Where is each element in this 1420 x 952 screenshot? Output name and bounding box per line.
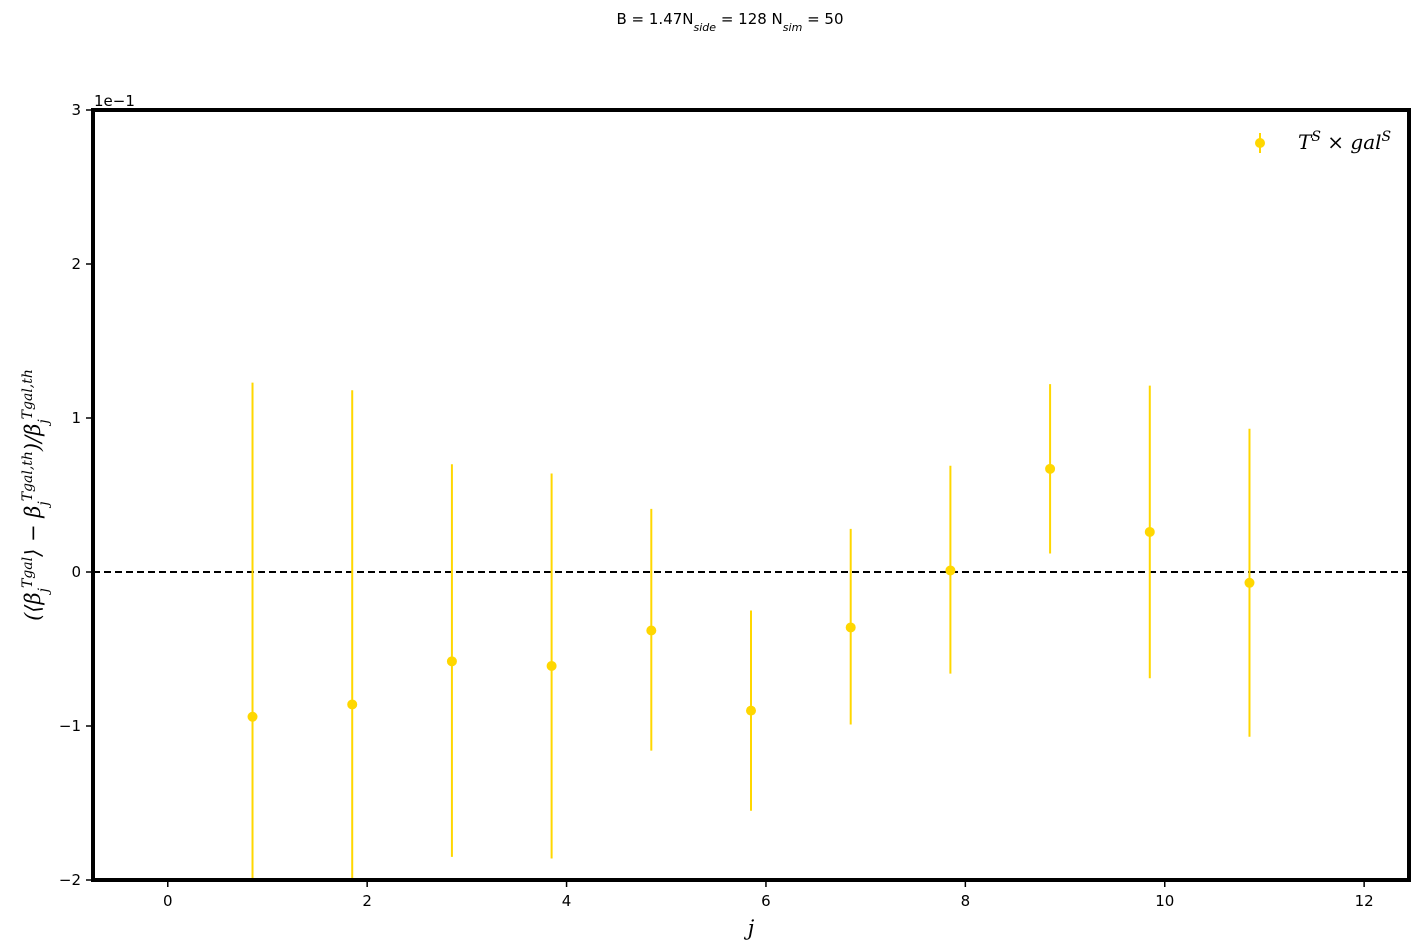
data-point (845, 622, 856, 633)
data-point (446, 656, 457, 667)
data-point (1144, 526, 1155, 537)
y-tick-label: 1 (71, 409, 81, 427)
data-point (247, 711, 258, 722)
y-tick-label: 3 (71, 101, 81, 119)
data-point (945, 565, 956, 576)
legend-label: TS × galS (1298, 129, 1391, 154)
chart-title: B = 1.47Nside = 128 Nsim = 50 (616, 10, 843, 34)
y-tick-label: 0 (71, 563, 81, 581)
legend-marker (1255, 138, 1265, 148)
x-axis-label: j (744, 916, 755, 940)
data-point (347, 699, 358, 710)
data-point (546, 660, 557, 671)
y-tick-label: −1 (59, 717, 81, 735)
y-tick-label: −2 (59, 871, 81, 889)
data-point (746, 705, 756, 716)
y-offset-label: 1e−1 (94, 92, 135, 110)
data-point (1244, 577, 1255, 588)
x-tick-label: 10 (1155, 892, 1174, 910)
x-tick-label: 0 (163, 892, 173, 910)
y-tick-label: 2 (71, 255, 81, 273)
plot-frame (91, 108, 1411, 882)
x-tick-label: 8 (961, 892, 971, 910)
x-tick-label: 12 (1355, 892, 1374, 910)
data-point (646, 625, 657, 636)
data-point (1045, 463, 1056, 474)
x-tick-label: 4 (562, 892, 572, 910)
data-series (247, 382, 1255, 880)
x-tick-label: 2 (362, 892, 372, 910)
y-axis-label: (⟨βjTgal⟩ − βjTgal,th)/βjTgal,th (20, 369, 52, 621)
x-tick-label: 6 (761, 892, 771, 910)
legend: TS × galS (1255, 129, 1391, 154)
